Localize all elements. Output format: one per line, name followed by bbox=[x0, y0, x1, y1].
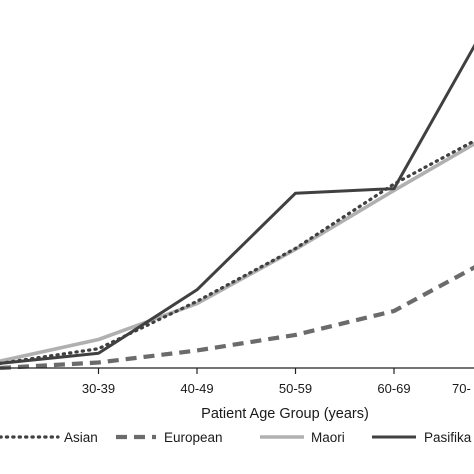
series-line-european bbox=[0, 265, 474, 371]
series-line-asian bbox=[0, 139, 474, 365]
x-axis-title: Patient Age Group (years) bbox=[201, 406, 369, 422]
legend-label-maori: Maori bbox=[311, 430, 345, 445]
legend-label-asian: Asian bbox=[64, 430, 98, 445]
x-tick-layer: 30-39 40-49 50-59 60-69 70- bbox=[82, 368, 471, 396]
x-tick-label: 30-39 bbox=[82, 381, 115, 396]
series-line-pasifika bbox=[0, 43, 474, 365]
x-tick-label: 50-59 bbox=[279, 381, 312, 396]
x-tick-label: 70- bbox=[452, 381, 471, 396]
legend: Asian European Maori Pasifika bbox=[0, 430, 472, 445]
x-tick-label: 40-49 bbox=[180, 381, 213, 396]
legend-label-pasifika: Pasifika bbox=[424, 430, 472, 445]
series-layer bbox=[0, 43, 474, 371]
x-tick-label: 60-69 bbox=[377, 381, 410, 396]
legend-label-european: European bbox=[164, 430, 223, 445]
series-line-maori bbox=[0, 142, 474, 363]
